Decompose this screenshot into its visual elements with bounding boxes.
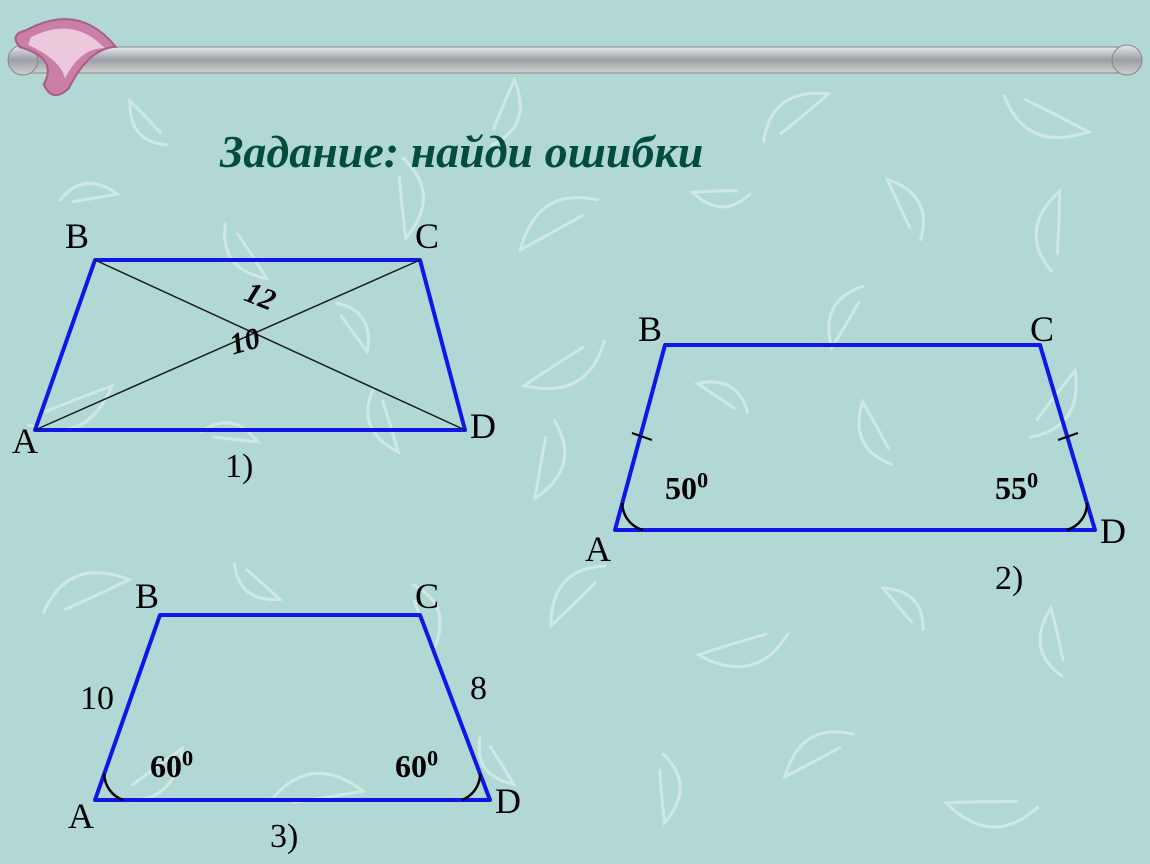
diagonal-bd	[95, 260, 465, 430]
slide-title: Задание: найди ошибки	[220, 125, 703, 178]
side-length-cd3: 8	[470, 670, 487, 708]
vertex-label-a3: A	[68, 795, 94, 837]
diagonal-ac	[35, 260, 420, 430]
vertex-label-a1: A	[12, 420, 38, 462]
vertex-label-d1: D	[470, 405, 496, 447]
angle-arc-a2	[622, 503, 643, 530]
vertex-label-c1: C	[415, 215, 439, 257]
angle-label-a3: 600	[150, 748, 193, 785]
angle-label-a2: 500	[665, 470, 708, 507]
side-length-ab3: 10	[80, 680, 114, 718]
vertex-label-c2: C	[1030, 308, 1054, 350]
angle-arc-a3	[104, 774, 123, 800]
angle-label-d3: 600	[395, 748, 438, 785]
figure-number-2: 2)	[995, 560, 1023, 598]
angle-arc-d2	[1067, 503, 1087, 530]
angle-label-d2: 550	[995, 470, 1038, 507]
decorative-bar	[8, 45, 1142, 75]
vertex-label-b1: B	[65, 215, 89, 257]
figure-number-1: 1)	[225, 448, 253, 486]
slide: Задание: найди ошибки A B C D 12 10 1) A…	[0, 0, 1150, 864]
vertex-label-d2: D	[1100, 510, 1126, 552]
vertex-label-c3: C	[415, 575, 439, 617]
vertex-label-b2: B	[638, 308, 662, 350]
vertex-label-b3: B	[135, 575, 159, 617]
figure-number-3: 3)	[270, 818, 298, 856]
angle-arc-d3	[462, 774, 480, 800]
vertex-label-a2: A	[585, 528, 611, 570]
vertex-label-d3: D	[495, 780, 521, 822]
